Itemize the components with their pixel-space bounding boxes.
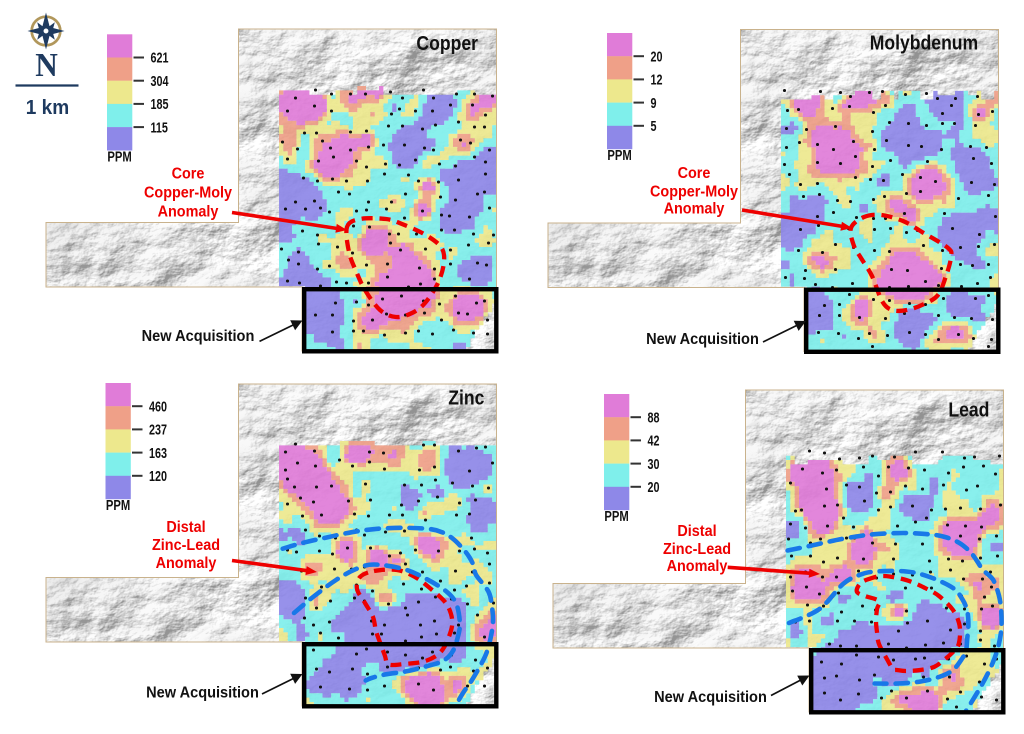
svg-text:163: 163 bbox=[149, 444, 167, 461]
svg-text:1 km: 1 km bbox=[26, 96, 69, 119]
svg-text:460: 460 bbox=[149, 398, 167, 415]
svg-text:237: 237 bbox=[149, 421, 167, 438]
svg-text:30: 30 bbox=[648, 455, 660, 472]
svg-text:Zinc-Lead: Zinc-Lead bbox=[152, 537, 220, 555]
svg-text:20: 20 bbox=[651, 48, 663, 65]
svg-text:New Acquisition: New Acquisition bbox=[654, 689, 767, 707]
svg-text:Core: Core bbox=[172, 165, 205, 183]
svg-text:304: 304 bbox=[151, 72, 170, 89]
svg-text:New Acquisition: New Acquisition bbox=[142, 328, 255, 346]
svg-text:185: 185 bbox=[151, 95, 169, 112]
svg-text:PPM: PPM bbox=[106, 496, 130, 513]
svg-text:115: 115 bbox=[151, 119, 168, 136]
svg-text:Zinc: Zinc bbox=[448, 386, 484, 408]
svg-text:PPM: PPM bbox=[604, 507, 628, 524]
svg-text:N: N bbox=[35, 47, 58, 84]
svg-text:Lead: Lead bbox=[948, 399, 989, 421]
svg-text:Copper-Moly: Copper-Moly bbox=[650, 183, 739, 201]
svg-text:Zinc-Lead: Zinc-Lead bbox=[663, 541, 731, 559]
svg-text:Core: Core bbox=[678, 165, 711, 183]
svg-text:12: 12 bbox=[651, 71, 663, 88]
svg-text:New Acquisition: New Acquisition bbox=[146, 684, 259, 702]
svg-text:Copper-Moly: Copper-Moly bbox=[144, 184, 233, 202]
svg-text:Molybdenum: Molybdenum bbox=[870, 32, 978, 54]
svg-text:Copper: Copper bbox=[416, 32, 478, 54]
svg-text:9: 9 bbox=[651, 94, 657, 111]
svg-text:Anomaly: Anomaly bbox=[667, 558, 728, 576]
svg-text:Anomaly: Anomaly bbox=[664, 200, 725, 218]
svg-text:Anomaly: Anomaly bbox=[158, 203, 219, 221]
svg-text:5: 5 bbox=[651, 117, 657, 134]
svg-text:New Acquisition: New Acquisition bbox=[646, 331, 759, 349]
svg-text:621: 621 bbox=[151, 49, 169, 66]
svg-text:Distal: Distal bbox=[166, 519, 205, 537]
svg-text:PPM: PPM bbox=[107, 148, 131, 165]
svg-text:PPM: PPM bbox=[607, 146, 631, 163]
svg-text:42: 42 bbox=[648, 432, 660, 449]
svg-text:Anomaly: Anomaly bbox=[156, 555, 217, 573]
svg-text:88: 88 bbox=[648, 409, 660, 426]
svg-text:20: 20 bbox=[648, 478, 660, 495]
svg-text:120: 120 bbox=[149, 467, 167, 484]
svg-text:Distal: Distal bbox=[677, 523, 716, 541]
